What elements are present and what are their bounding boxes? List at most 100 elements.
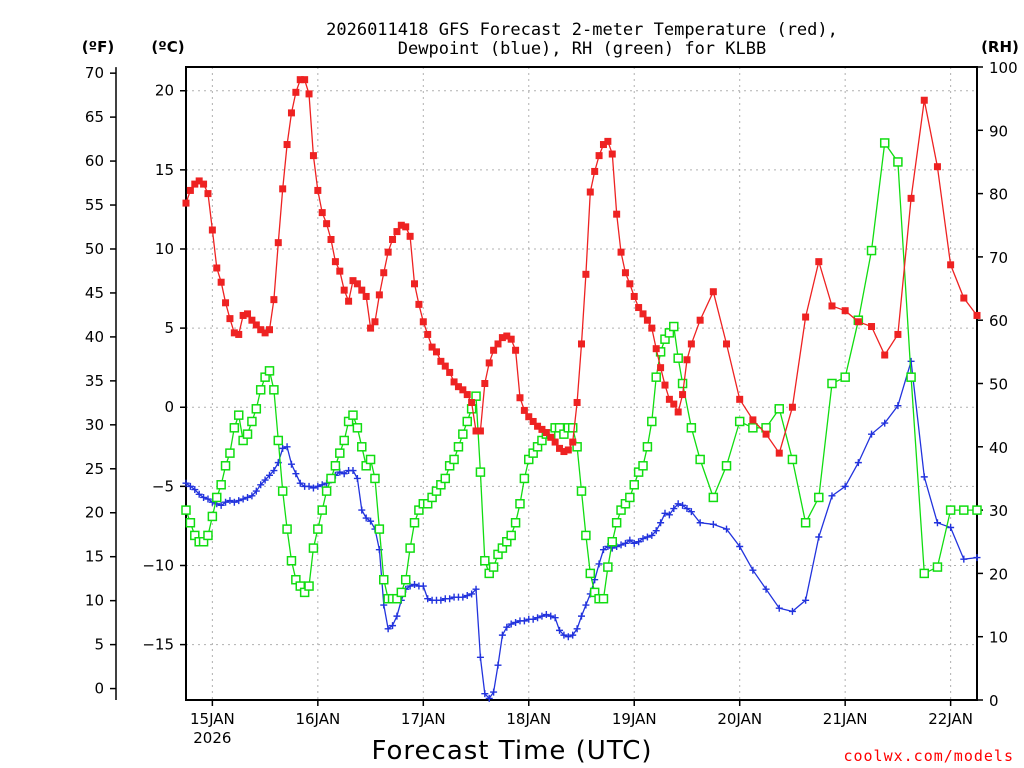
rh-point (242, 429, 253, 439)
temperature-point (687, 340, 695, 348)
dewpoint-point (186, 482, 194, 490)
dewpoint-point (696, 519, 704, 527)
celsius-tick-label: 15 (155, 161, 174, 179)
dewpoint-point (947, 524, 955, 532)
rh-point (233, 410, 244, 420)
temperature-point (397, 221, 405, 229)
temperature-point (626, 280, 634, 288)
rh-point (585, 568, 596, 579)
rh-point (203, 530, 213, 541)
rh-point (510, 518, 521, 528)
temperature-point (591, 167, 599, 175)
rh-tick-label: 100 (989, 59, 1018, 77)
rh-point (339, 435, 349, 446)
celsius-tick-label: −10 (142, 556, 174, 574)
dewpoint-point (578, 612, 585, 620)
dewpoint-point (248, 492, 256, 500)
rh-point (462, 416, 472, 427)
dewpoint-point (437, 596, 445, 604)
rh-point (409, 518, 420, 528)
fahrenheit-tick-label: 35 (85, 372, 104, 390)
x-tick-label: 16JAN (295, 710, 340, 728)
rh-point (677, 378, 688, 389)
fahrenheit-tick-label: 40 (85, 328, 104, 346)
rh-point (357, 442, 367, 452)
rh-point (440, 473, 451, 484)
dewpoint-point (358, 506, 366, 514)
rh-point (647, 416, 657, 427)
rh-point (216, 480, 226, 490)
rh-point (625, 492, 635, 503)
rh-point (598, 593, 609, 604)
rh-point (181, 505, 191, 515)
temperature-point (868, 323, 876, 331)
dewpoint-point (648, 531, 656, 539)
temperature-point (815, 258, 823, 266)
rh-point (638, 461, 648, 471)
dewpoint-point (674, 500, 682, 508)
temperature-point (454, 383, 462, 391)
rh-point (576, 486, 587, 496)
temperature-point (186, 186, 194, 194)
temperature-point (358, 286, 366, 294)
rh-point (480, 555, 490, 566)
rh-point (370, 473, 380, 484)
temperature-point (252, 321, 260, 329)
temperature-point (296, 76, 304, 84)
dewpoint-point (494, 661, 502, 669)
rh-point (255, 385, 266, 395)
rh-point (286, 555, 297, 566)
fahrenheit-tick-label: 45 (85, 284, 104, 302)
temperature-point (599, 141, 607, 149)
temperature-point (265, 326, 273, 334)
temperature-point (582, 270, 590, 278)
dewpoint-point (652, 527, 660, 535)
temperature-point (314, 186, 322, 194)
temperature-point (415, 300, 423, 308)
rh-point (317, 505, 327, 515)
dewpoint-point (854, 459, 862, 467)
temperature-point (569, 438, 577, 446)
celsius-unit-label: (ºC) (151, 38, 184, 56)
dewpoint-point (894, 402, 902, 410)
temperature-point (920, 96, 928, 104)
rh-point (488, 562, 499, 572)
temperature-point (463, 391, 471, 399)
rh-point (308, 543, 319, 553)
temperature-point (230, 329, 238, 337)
dewpoint-point (665, 511, 673, 519)
temperature-point (507, 335, 515, 343)
dewpoint-point (182, 479, 190, 487)
rh-tick-label: 10 (989, 629, 1008, 647)
dewpoint-point (309, 484, 317, 492)
dewpoint-point (723, 525, 731, 533)
rh-point (335, 448, 345, 458)
rh-point (374, 524, 385, 534)
rh-point (352, 423, 363, 433)
dewpoint-point (195, 490, 203, 498)
dewpoint-point (512, 618, 520, 626)
rh-point (607, 537, 618, 547)
temperature-point (498, 334, 506, 342)
rh-point (673, 353, 683, 363)
dewpoint-point (261, 476, 269, 484)
dewpoint-point (683, 505, 691, 513)
dewpoint-point (547, 612, 555, 620)
temperature-point (318, 209, 326, 217)
dewpoint-point (252, 487, 260, 495)
temperature-point (459, 386, 467, 394)
temperature-point (635, 304, 643, 312)
temperature-point (661, 381, 669, 389)
rh-tick-label: 90 (989, 122, 1008, 140)
dewpoint-point (569, 631, 577, 639)
x-tick-label: 20JAN (717, 710, 762, 728)
dewpoint-point (314, 482, 322, 490)
temperature-point (854, 318, 862, 326)
rh-point (458, 429, 468, 439)
fahrenheit-unit-label: (ºF) (82, 38, 114, 56)
dewpoint-point (507, 620, 515, 628)
rh-point (471, 391, 481, 401)
temperature-point (336, 267, 344, 275)
temperature-point (432, 348, 440, 356)
dewpoint-point (582, 601, 590, 609)
